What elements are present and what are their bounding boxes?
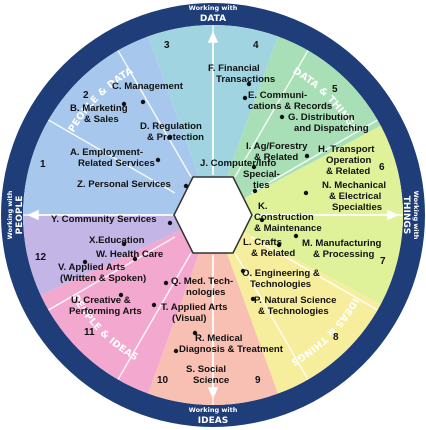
cluster-n-label: N. Mechanical & Electrical Specialties: [322, 180, 386, 213]
cluster-w-dot: [132, 256, 138, 262]
cluster-p-label: P. Natural Science & Technologies: [254, 295, 336, 317]
cluster-y-label: Y. Community Services: [51, 214, 157, 225]
cluster-r-label: R. Medical Diagnosis & Treatment: [179, 333, 284, 355]
cluster-j-dot: [252, 188, 258, 194]
cluster-m-label: M. Manufacturing & Processing: [302, 238, 382, 260]
cluster-k-label: K. Construction & Maintenance: [254, 201, 322, 234]
cluster-t-dot: [151, 302, 157, 308]
cluster-z-dot: [183, 183, 189, 189]
cluster-x-dot: [121, 241, 127, 247]
cluster-q-label: Q. Med. Tech-nologies: [171, 276, 233, 298]
cluster-c-label: C. Management: [112, 81, 184, 92]
sector-ideas-things: [213, 215, 381, 394]
cluster-o-dot: [240, 268, 246, 274]
cluster-e-dot: [242, 95, 248, 101]
region-number-7: 7: [380, 256, 386, 267]
region-divider-5: [250, 119, 378, 194]
cluster-e-label: E. Communi-cations & Records: [248, 90, 332, 112]
axis-right: Working with THINGS: [401, 191, 420, 240]
cluster-q-dot: [163, 280, 169, 286]
cluster-g-label: G. Distribution and Dispatching: [288, 112, 369, 134]
sector-people-ideas: [40, 215, 214, 394]
axis-top-small: Working with: [189, 4, 238, 12]
region-number-1: 1: [40, 159, 46, 170]
cluster-p-dot: [250, 296, 256, 302]
cluster-a-dot: [155, 157, 161, 163]
region-number-5: 5: [332, 84, 338, 95]
cluster-k-dot: [259, 217, 265, 223]
cluster-b-label: B. Marketing & Sales: [70, 103, 128, 125]
arrow-left-head: [27, 209, 39, 221]
center-hexagon: [173, 176, 253, 254]
region-number-10: 10: [157, 375, 169, 386]
axis-top-big: DATA: [200, 14, 226, 24]
region-number-4: 4: [253, 40, 259, 51]
axis-left-small: Working with: [6, 190, 14, 239]
cluster-y-dot: [167, 220, 173, 226]
cluster-d-label: D. Regulation & Protection: [140, 121, 204, 143]
cluster-x-label: X.Education: [89, 235, 145, 246]
cluster-z-label: Z. Personal Services: [77, 179, 171, 190]
region-number-3: 3: [164, 40, 170, 51]
region-number-6: 6: [379, 162, 385, 173]
cluster-f-label: F. Financial Transactions: [208, 63, 275, 85]
axis-arrows: [27, 31, 399, 399]
cluster-dots: [82, 81, 310, 354]
arrow-right-head: [387, 209, 399, 221]
cluster-m-dot: [293, 233, 299, 239]
region-divider-10: [117, 252, 192, 380]
region-divider-8: [234, 252, 309, 380]
cluster-h-dot: [304, 153, 310, 159]
cluster-o-label: O. Engineering & Technologies: [242, 268, 320, 290]
cluster-c-dot: [140, 99, 146, 105]
cluster-f-dot: [246, 81, 252, 87]
cluster-w-label: W. Health Care: [96, 249, 163, 260]
region-divider-1: [48, 119, 176, 194]
cluster-v-label: V. Applied Arts (Written & Spoken): [58, 262, 146, 284]
region-divider-11: [48, 236, 176, 311]
cluster-i-label: I. Ag/Forestry & Related: [246, 141, 308, 163]
region-number-11: 11: [84, 327, 95, 338]
cluster-j-label: J. Computer/Info Special-ties: [200, 158, 280, 191]
cluster-r-dot: [192, 330, 198, 336]
axis-left-big: PEOPLE: [15, 196, 25, 235]
cluster-d-dot: [167, 134, 173, 140]
region-number-2: 2: [83, 90, 89, 101]
arrow-down-head: [207, 387, 219, 399]
cluster-s-label: S. Social Science: [186, 364, 229, 386]
region-numbers: 1 2 3 4 5 6 7 8 9 10 11 12: [35, 40, 386, 386]
sector-people: [23, 215, 213, 296]
cluster-labels: A. Employment-Related Services B. Market…: [51, 63, 386, 386]
cluster-g-dot: [279, 114, 285, 120]
cluster-u-label: U. Creative & Performing Arts: [69, 295, 142, 317]
axis-bottom-small: Working with: [189, 406, 238, 414]
region-number-9: 9: [255, 375, 261, 386]
axis-left: Working with PEOPLE: [6, 190, 25, 239]
cluster-h-label: H. Transport Operation & Related: [318, 144, 375, 177]
cluster-b-dot: [121, 101, 127, 107]
cluster-l-dot: [276, 242, 282, 248]
axis-right-small: Working with: [412, 191, 420, 240]
cluster-u-dot: [118, 292, 124, 298]
region-divider-2: [117, 50, 192, 178]
cluster-i-dot: [251, 164, 257, 170]
axis-bottom-big: IDEAS: [198, 416, 228, 426]
sector-data-things: [213, 36, 381, 215]
sector-people-data: [23, 36, 213, 215]
region-divider-4: [234, 50, 309, 178]
cluster-s-dot: [173, 348, 179, 354]
cluster-l-label: L. Crafts & Related: [243, 237, 295, 259]
region-divider-7: [250, 236, 378, 311]
region-number-12: 12: [35, 252, 47, 263]
region-number-8: 8: [333, 332, 339, 343]
cluster-n-dot: [303, 190, 309, 196]
cluster-t-label: T. Applied Arts (Visual): [161, 302, 227, 324]
arrow-up-head: [207, 31, 219, 43]
cluster-a-label: A. Employment-Related Services: [70, 147, 155, 169]
axis-right-big: THINGS: [401, 196, 411, 234]
cluster-v-dot: [82, 259, 88, 265]
